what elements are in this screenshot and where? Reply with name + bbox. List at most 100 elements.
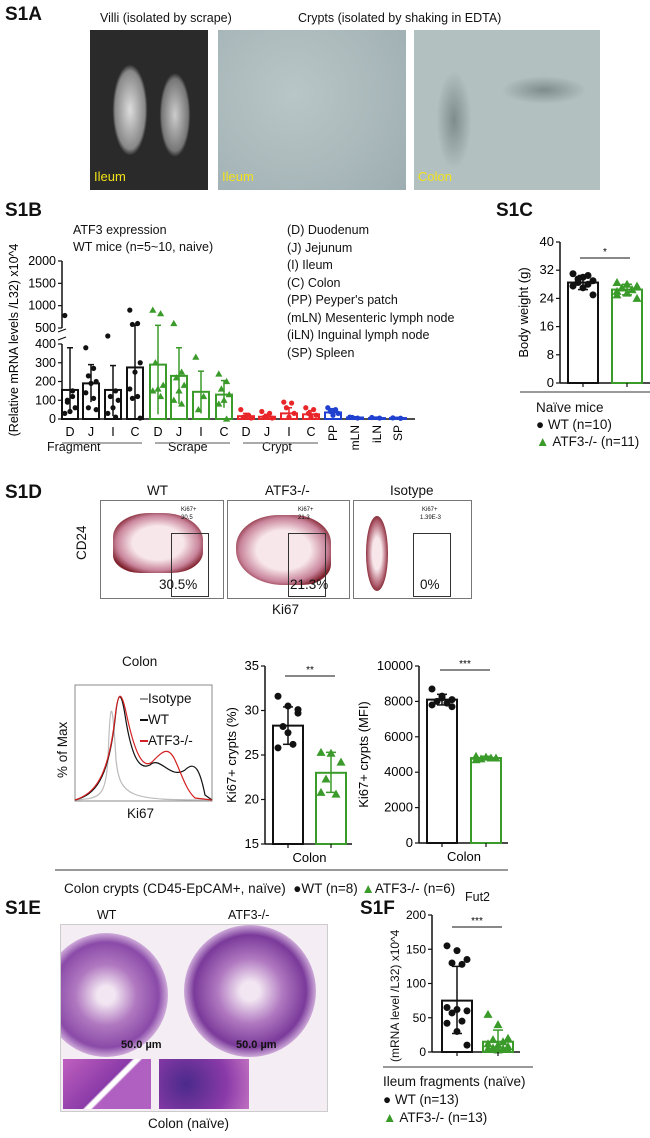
s1d-footer: Colon crypts (CD45-EpCAM+, naïve) ●WT (n…	[64, 881, 455, 896]
data-point	[463, 956, 471, 964]
data-point	[170, 319, 178, 327]
data-point	[157, 310, 165, 317]
data-point	[215, 400, 223, 407]
data-point	[463, 1041, 471, 1049]
data-point	[483, 1039, 493, 1048]
data-point	[612, 278, 622, 287]
data-point	[448, 696, 456, 704]
data-point	[471, 755, 481, 764]
data-point	[83, 390, 89, 396]
gate-name: Ki67+	[181, 507, 197, 513]
crypts-title: Crypts (isolated by shaking in EDTA)	[298, 11, 502, 25]
gate-box	[171, 533, 209, 597]
data-point	[627, 285, 637, 294]
data-point	[159, 381, 167, 388]
data-point	[88, 380, 94, 386]
data-point	[110, 405, 116, 411]
gate-percent: 30.5%	[159, 577, 198, 592]
data-point	[428, 685, 436, 693]
scale-bar-label: 50.0 µm	[236, 1039, 277, 1051]
data-point	[279, 723, 287, 731]
legend-item-wt: WT	[140, 709, 193, 730]
axis-break	[57, 336, 67, 341]
tick-label: 16	[540, 319, 554, 334]
data-point	[70, 388, 76, 394]
x-tick-label: mLN	[348, 425, 362, 450]
data-point	[137, 415, 143, 421]
data-point	[458, 960, 466, 968]
data-point	[433, 697, 441, 705]
legend-item: (I) Ileum	[287, 258, 333, 272]
gate-name: Ki67+	[298, 507, 314, 513]
tick-label: 200	[35, 375, 56, 389]
flow-plot-ko: Ki67+ 21.3 21.3%	[227, 500, 350, 599]
tick-label: 500	[35, 321, 56, 335]
data-point	[85, 373, 91, 379]
tick-label: 35	[245, 658, 259, 673]
bar	[567, 281, 599, 385]
data-point	[589, 291, 597, 299]
data-point	[632, 293, 642, 302]
legend-item: (J) Jejunum	[287, 240, 353, 255]
data-point	[157, 392, 165, 400]
data-point	[305, 410, 311, 416]
gate-value: 21.3	[298, 515, 310, 521]
legend-item: (iLN) Inguinal lymph node	[287, 328, 430, 342]
legend-text: ATF3-/- (n=13)	[399, 1110, 488, 1125]
bar	[470, 757, 502, 844]
s1b-abbrev-legend: (D) Duodenum (J) Jejunum (I) Ileum (C) C…	[287, 222, 454, 362]
x-axis-label: Colon	[447, 849, 481, 864]
data-point	[589, 277, 597, 285]
data-point	[327, 408, 333, 415]
gate-percent: 21.3%	[290, 577, 329, 592]
x-tick-label: C	[306, 425, 315, 439]
data-point	[93, 378, 99, 385]
gate-name: Ki67+	[422, 507, 438, 513]
data-point	[483, 1044, 493, 1053]
x-tick-label: I	[199, 425, 202, 439]
data-point	[217, 385, 225, 392]
data-point	[622, 279, 632, 288]
data-point	[127, 307, 133, 313]
flow-title-wt: WT	[147, 483, 168, 498]
data-point	[612, 290, 622, 299]
data-point	[269, 415, 275, 421]
significance-label: **	[306, 665, 314, 676]
legend-text: WT (n=13)	[394, 1092, 459, 1107]
data-point	[289, 740, 297, 748]
gate-box	[288, 533, 326, 597]
panel-label-s1c: S1C	[496, 200, 533, 221]
circle-marker-icon: ●	[293, 881, 302, 896]
data-point	[149, 387, 157, 394]
triangle-marker-icon: ▲	[361, 881, 375, 896]
tick-label: 20	[245, 792, 259, 807]
s1f-legend-ko: ▲ ATF3-/- (n=13)	[383, 1110, 487, 1125]
s1f-title: Fut2	[465, 890, 491, 904]
data-point	[105, 410, 111, 416]
histogram-isotype	[74, 710, 213, 801]
data-point	[448, 703, 456, 711]
s1f-footer-title: Ileum fragments (naïve)	[383, 1074, 526, 1089]
hist-title: Colon	[122, 654, 158, 669]
data-point	[617, 283, 627, 292]
data-point	[93, 407, 99, 413]
data-point	[248, 415, 254, 421]
data-point	[67, 408, 73, 415]
data-point	[498, 1037, 508, 1046]
tick-label: 10000	[377, 658, 413, 673]
s1c-legend-wt: ● WT (n=10)	[536, 417, 612, 432]
legend-text: ATF3-/- (n=6)	[374, 881, 456, 896]
data-point	[355, 415, 361, 421]
s1b-title-2: WT mice (n=5~10, naive)	[73, 240, 214, 254]
x-tick-label: iLN	[370, 425, 384, 443]
panel-label-s1d: S1D	[5, 482, 42, 503]
tick-label: 200	[406, 908, 426, 922]
x-tick-label: J	[176, 425, 182, 439]
tick-label: 32	[540, 262, 554, 277]
tick-label: 15	[245, 836, 259, 851]
circle-marker-icon: ●	[536, 417, 545, 432]
data-point	[151, 359, 159, 366]
data-point	[316, 787, 326, 796]
data-point	[105, 333, 111, 339]
